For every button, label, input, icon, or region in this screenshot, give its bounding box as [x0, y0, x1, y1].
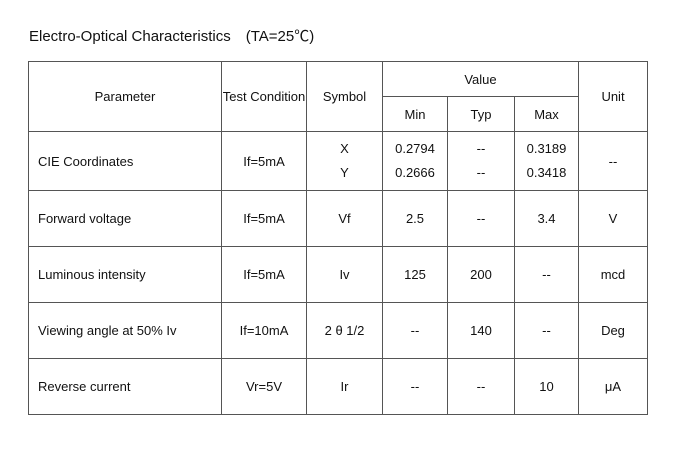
header-test-condition: Test Condition [221, 61, 307, 132]
cell-condition: If=10mA [221, 302, 307, 359]
table-row: Reverse current Vr=5V Ir -- -- 10 μA [28, 358, 648, 415]
cell-unit: Deg [578, 302, 648, 359]
cell-typ: -- -- [447, 131, 515, 191]
header-parameter: Parameter [28, 61, 222, 132]
header-unit: Unit [578, 61, 648, 132]
header-max: Max [514, 96, 579, 132]
cell-unit: mcd [578, 246, 648, 303]
cell-unit: μA [578, 358, 648, 415]
cell-symbol: Vf [306, 190, 383, 247]
cell-parameter: Viewing angle at 50% Iv [28, 302, 222, 359]
header-symbol: Symbol [306, 61, 383, 132]
cell-parameter: Reverse current [28, 358, 222, 415]
table-row: Viewing angle at 50% Iv If=10mA 2 θ 1/2 … [28, 302, 648, 359]
min-x: 0.2794 [395, 141, 435, 156]
max-x: 0.3189 [526, 141, 567, 156]
cell-parameter: Forward voltage [28, 190, 222, 247]
cell-unit: -- [578, 131, 648, 191]
cell-max: 0.3189 0.3418 [514, 131, 579, 191]
cell-symbol: Ir [306, 358, 383, 415]
cell-parameter: Luminous intensity [28, 246, 222, 303]
cell-min: -- [382, 302, 448, 359]
cell-max: -- [514, 246, 579, 303]
cell-symbol: Iv [306, 246, 383, 303]
max-y: 0.3418 [526, 165, 567, 180]
cell-max: -- [514, 302, 579, 359]
cell-typ: 200 [447, 246, 515, 303]
cell-typ: -- [447, 190, 515, 247]
symbol-x: X [340, 141, 349, 156]
typ-y: -- [476, 165, 486, 180]
min-y: 0.2666 [395, 165, 435, 180]
table-title: Electro-Optical Characteristics (TA=25℃) [29, 28, 315, 45]
cell-condition: If=5mA [221, 246, 307, 303]
cell-min: -- [382, 358, 448, 415]
cell-condition: Vr=5V [221, 358, 307, 415]
cell-typ: 140 [447, 302, 515, 359]
table-row: Luminous intensity If=5mA Iv 125 200 -- … [28, 246, 648, 303]
cell-typ: -- [447, 358, 515, 415]
cell-min: 2.5 [382, 190, 448, 247]
cell-max: 10 [514, 358, 579, 415]
cell-min: 125 [382, 246, 448, 303]
cell-max: 3.4 [514, 190, 579, 247]
cell-parameter: CIE Coordinates [28, 131, 222, 191]
typ-x: -- [476, 141, 486, 156]
header-min: Min [382, 96, 448, 132]
cell-condition: If=5mA [221, 190, 307, 247]
cell-symbol: 2 θ 1/2 [306, 302, 383, 359]
table-row: Forward voltage If=5mA Vf 2.5 -- 3.4 V [28, 190, 648, 247]
cell-condition: If=5mA [221, 131, 307, 191]
header-typ: Typ [447, 96, 515, 132]
header-value: Value [382, 61, 579, 97]
cell-unit: V [578, 190, 648, 247]
electro-optical-table: Parameter Test Condition Symbol Value Un… [28, 61, 648, 415]
cell-min: 0.2794 0.2666 [382, 131, 448, 191]
symbol-y: Y [340, 165, 349, 180]
